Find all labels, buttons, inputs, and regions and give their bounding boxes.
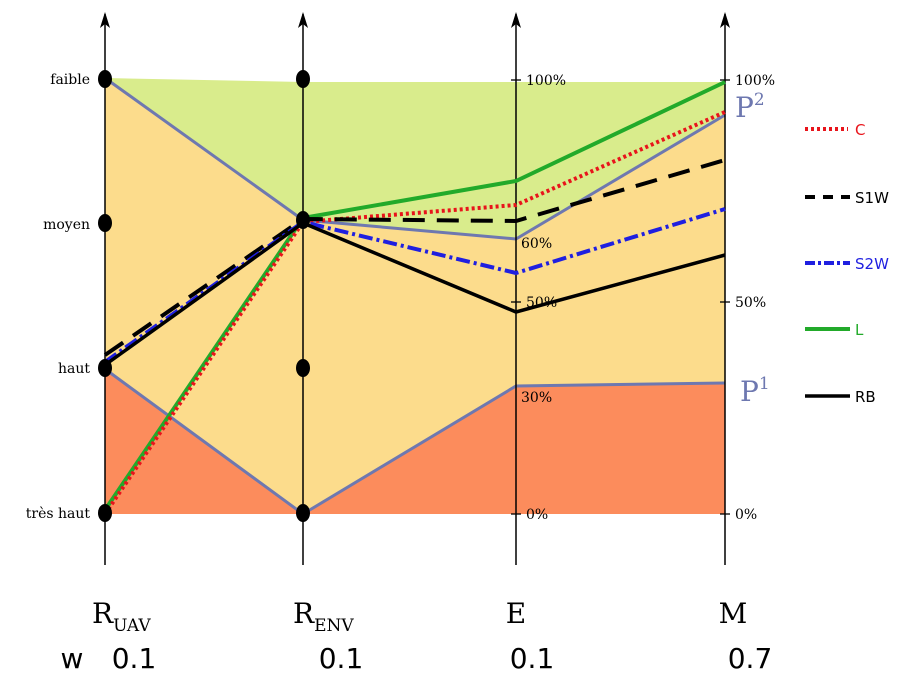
series-c: [103, 110, 726, 516]
tick-label-e-50: 50%: [526, 295, 557, 311]
profile-p2-line: [104, 76, 726, 241]
legend-label-l: L: [855, 321, 864, 339]
level-dots: [98, 70, 310, 522]
tick-label-e-0: 0%: [526, 507, 548, 523]
axis-label-m: M: [719, 597, 748, 630]
zone-high-risk: [105, 369, 725, 514]
legend-label-s1w: S1W: [855, 189, 889, 207]
weight-value-r-env: 0.1: [319, 642, 364, 675]
weight-value-m: 0.7: [728, 642, 773, 675]
legend-label-rb: RB: [855, 388, 876, 406]
tick-label-m-100: 100%: [735, 73, 775, 89]
tick-label-m-0: 0%: [735, 507, 757, 523]
tick-label-m-50: 50%: [735, 295, 766, 311]
legend-label-s2w: S2W: [855, 255, 889, 273]
profile-p1-line: [104, 367, 726, 516]
legend-label-c: C: [855, 121, 865, 139]
axis-label-e: E: [506, 597, 526, 630]
zone-low-risk: [105, 78, 725, 239]
profile-label-p1: P1: [740, 374, 770, 408]
zone-medium-risk: [105, 78, 725, 514]
weight-label: w: [61, 642, 84, 675]
tick-label-e-100: 100%: [526, 73, 566, 89]
tick-marks: [511, 79, 730, 515]
level-label-haut: haut: [58, 361, 90, 377]
series-rb: [103, 221, 726, 367]
level-label-moyen: moyen: [43, 217, 90, 233]
series-s2w: [103, 207, 726, 364]
legend: C S1W S2W L RB: [805, 121, 889, 406]
tick-label-e-60: 60%: [521, 236, 552, 252]
series-s1w: [103, 158, 726, 357]
weight-value-e: 0.1: [510, 642, 555, 675]
level-label-tres-haut: très haut: [26, 506, 91, 522]
level-label-faible: faible: [50, 72, 90, 88]
weight-value-r-uav: 0.1: [112, 642, 157, 675]
axis-label-r-env: RENV: [293, 597, 354, 636]
axis-label-r-uav: RUAV: [92, 597, 151, 636]
profile-label-p2: P2: [735, 90, 765, 124]
series-l: [103, 80, 726, 512]
tick-label-e-30: 30%: [521, 390, 552, 406]
